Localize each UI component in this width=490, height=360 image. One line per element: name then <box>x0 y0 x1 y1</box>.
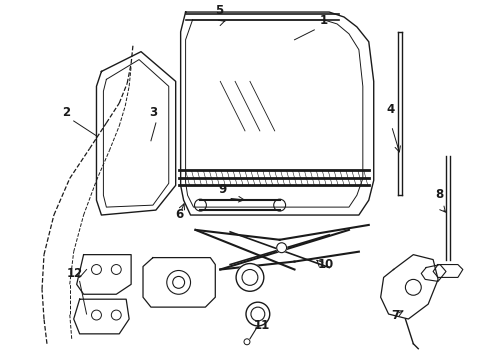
Text: 9: 9 <box>218 183 226 196</box>
Circle shape <box>167 270 191 294</box>
Circle shape <box>277 243 287 253</box>
Text: 5: 5 <box>215 4 223 17</box>
Polygon shape <box>143 258 215 307</box>
Text: 1: 1 <box>319 14 327 27</box>
Text: 3: 3 <box>149 106 157 119</box>
Circle shape <box>251 307 265 321</box>
Circle shape <box>236 264 264 291</box>
Text: 7: 7 <box>392 309 400 322</box>
Text: 10: 10 <box>318 257 334 270</box>
Text: 4: 4 <box>387 103 395 116</box>
Polygon shape <box>76 255 131 294</box>
Polygon shape <box>433 265 463 278</box>
Text: 12: 12 <box>67 267 83 280</box>
Circle shape <box>246 302 270 326</box>
Text: 11: 11 <box>254 319 270 332</box>
Text: 6: 6 <box>176 208 184 221</box>
Polygon shape <box>381 255 438 319</box>
Circle shape <box>111 265 121 274</box>
Text: 8: 8 <box>435 188 443 201</box>
Circle shape <box>405 279 421 295</box>
Circle shape <box>244 339 250 345</box>
Text: 2: 2 <box>62 106 70 119</box>
Circle shape <box>92 265 101 274</box>
Polygon shape <box>421 265 446 282</box>
Circle shape <box>111 310 121 320</box>
Circle shape <box>242 270 258 285</box>
Circle shape <box>92 310 101 320</box>
Circle shape <box>172 276 185 288</box>
Polygon shape <box>74 299 129 334</box>
